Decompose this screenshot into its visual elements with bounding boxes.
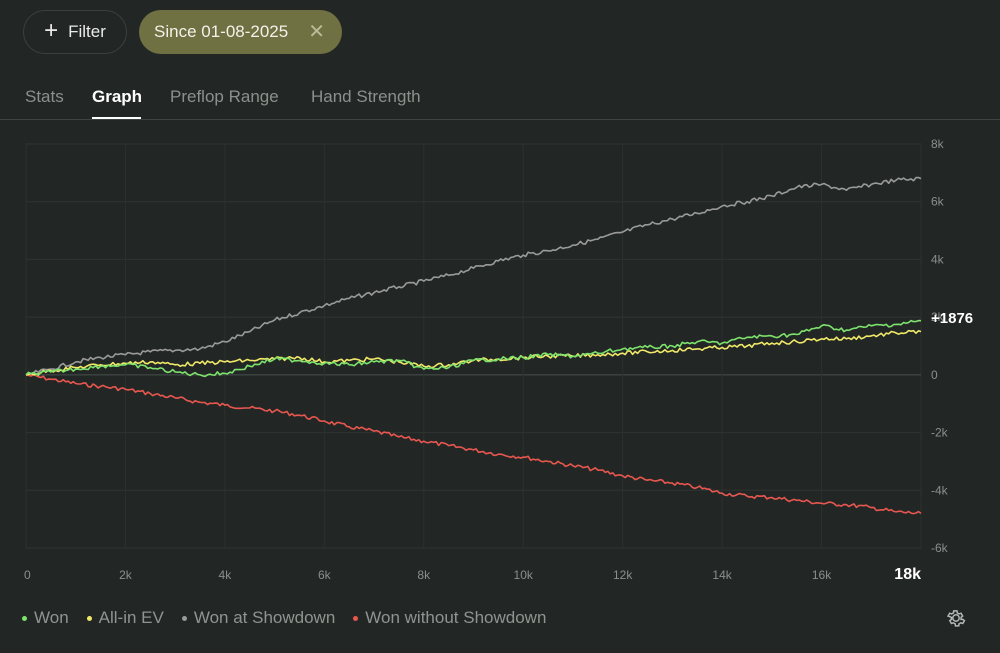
x-tick-label: 6k bbox=[318, 568, 332, 582]
legend-dot-won bbox=[22, 615, 27, 621]
legend-label-no-showdown: Won without Showdown bbox=[365, 608, 547, 627]
filter-button[interactable]: + Filter bbox=[23, 10, 127, 54]
y-tick-label: -4k bbox=[931, 483, 949, 497]
y-tick-label: -2k bbox=[931, 426, 949, 440]
x-tick-label: 0 bbox=[24, 568, 31, 582]
date-filter-chip[interactable]: Since 01-08-2025 ✕ bbox=[139, 10, 342, 54]
close-icon[interactable]: ✕ bbox=[308, 21, 325, 43]
gear-icon[interactable] bbox=[945, 607, 967, 629]
x-tick-label: 16k bbox=[812, 568, 832, 582]
y-tick-label: 6k bbox=[931, 195, 945, 209]
y-axis: 8k 6k 4k 2k 0 -2k -4k -6k bbox=[931, 137, 949, 555]
x-tick-label: 18k bbox=[894, 566, 921, 583]
x-tick-label: 2k bbox=[119, 568, 133, 582]
profit-graph: 8k 6k 4k 2k 0 -2k -4k -6k 0 2k 4k 6k 8k 10k 12k 14k 16k… bbox=[24, 137, 973, 583]
active-tab-indicator bbox=[92, 117, 141, 119]
series-line-showdown bbox=[25, 176, 922, 376]
x-tick-label: 10k bbox=[514, 568, 534, 582]
x-tick-label: 8k bbox=[417, 568, 431, 582]
x-tick-label: 4k bbox=[219, 568, 233, 582]
filter-button-label: Filter bbox=[68, 22, 106, 41]
legend-dot-no-showdown bbox=[353, 615, 359, 621]
y-tick-label: 0 bbox=[931, 368, 938, 382]
plus-icon: + bbox=[44, 17, 59, 44]
legend-item-won: Won bbox=[22, 608, 69, 628]
chart-legend: Won All-in EV Won at Showdown Won withou… bbox=[22, 608, 546, 628]
legend-label-won: Won bbox=[34, 608, 69, 627]
legend-item-allin-ev: All-in EV bbox=[86, 608, 164, 628]
legend-dot-allin-ev bbox=[86, 615, 92, 621]
series-line-won bbox=[25, 319, 922, 378]
legend-label-showdown: Won at Showdown bbox=[193, 608, 336, 627]
y-tick-label: 2k bbox=[931, 310, 945, 324]
tab-hand-strength[interactable]: Hand Strength bbox=[311, 87, 421, 106]
legend-item-showdown: Won at Showdown bbox=[181, 608, 336, 628]
series-line-no-showdown bbox=[25, 373, 922, 515]
series-lines bbox=[25, 176, 922, 515]
tab-bar: Stats Graph Preflop Range Hand Strength bbox=[0, 80, 1000, 120]
end-value-label: +1876 bbox=[931, 310, 973, 327]
x-tick-label: 12k bbox=[613, 568, 633, 582]
x-axis: 0 2k 4k 6k 8k 10k 12k 14k 16k 18k bbox=[24, 566, 921, 583]
x-tick-label: 14k bbox=[712, 568, 732, 582]
legend-item-no-showdown: Won without Showdown bbox=[353, 608, 546, 628]
y-tick-label: 8k bbox=[931, 137, 945, 151]
tab-graph[interactable]: Graph bbox=[92, 87, 143, 106]
y-tick-label: 4k bbox=[931, 252, 945, 266]
legend-label-allin-ev: All-in EV bbox=[98, 608, 164, 627]
date-filter-chip-label: Since 01-08-2025 bbox=[154, 22, 289, 41]
plot-frame bbox=[25, 143, 922, 549]
chart-grid bbox=[25, 143, 922, 549]
tab-stats[interactable]: Stats bbox=[25, 87, 64, 106]
y-tick-label: -6k bbox=[931, 541, 949, 555]
tab-preflop-range[interactable]: Preflop Range bbox=[170, 87, 279, 106]
legend-dot-showdown bbox=[181, 615, 187, 621]
